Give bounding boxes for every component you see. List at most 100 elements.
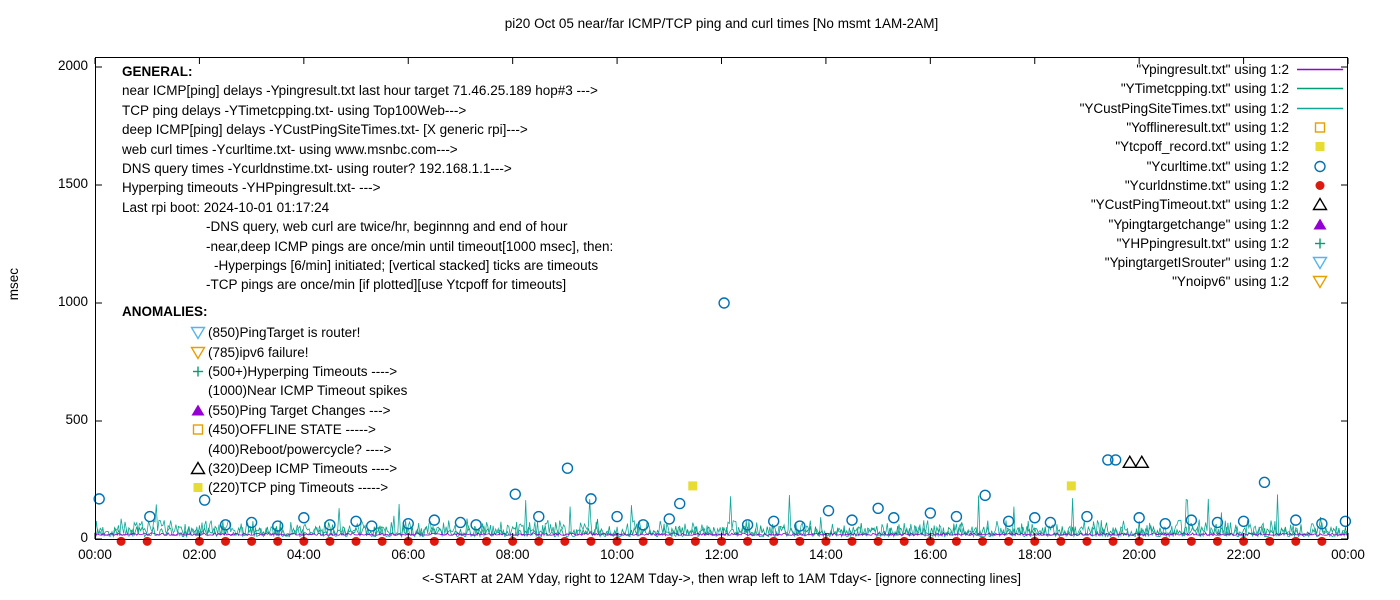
dns-time-point — [847, 536, 857, 546]
general-line: -DNS query, web curl are twice/hr, begin… — [206, 219, 568, 235]
triangle-open-icon — [190, 461, 208, 476]
anomalies-list: (850)PingTarget is router! (785)ipv6 fail… — [190, 323, 407, 498]
curl-time-point — [637, 519, 649, 531]
curl-time-point — [324, 519, 336, 531]
dns-time-point — [664, 536, 674, 546]
tri-down-open-legend-sample — [1295, 255, 1345, 270]
dns-time-point — [247, 536, 257, 546]
ping-target-change-point — [191, 404, 205, 416]
dns-time-point — [560, 536, 570, 546]
plot-canvas — [93, 57, 1352, 546]
anomaly-text: (500+)Hyperping Timeouts ----> — [208, 363, 398, 379]
curl-time-point — [585, 493, 597, 505]
series-YCustPingTimeout.txt — [1122, 454, 1150, 468]
curl-time-point — [219, 519, 232, 531]
line-legend-sample — [1295, 62, 1345, 77]
dns-time-point — [142, 536, 152, 546]
curl-time-point — [272, 520, 284, 532]
curl-time-point — [674, 497, 686, 510]
triangle-filled-icon — [190, 403, 208, 418]
dns-time-point — [951, 536, 961, 546]
general-line: near ICMP[ping] delays -Ypingresult.txt … — [122, 83, 598, 99]
legend-label: "YCustPingTimeout.txt" using 1:2 — [1090, 197, 1289, 213]
dns-time-point — [1265, 536, 1275, 546]
plus-legend-sample — [1295, 236, 1345, 251]
x-tick-label: 22:00 — [1226, 547, 1261, 562]
anomaly-item: (400)Reboot/powercycle? ----> — [190, 439, 407, 458]
legend-label: "Ypingtargetchange" using 1:2 — [1108, 216, 1289, 232]
anomaly-item: (220)TCP ping Timeouts -----> — [190, 478, 407, 497]
curl-time-point — [428, 514, 441, 526]
dns-time-point — [221, 536, 231, 546]
deep-icmp-timeout-point — [1312, 197, 1328, 211]
legend-entry: "Ynoipv6" using 1:2 — [1080, 272, 1345, 291]
y-tick-label: 1000 — [57, 294, 88, 309]
dns-time-point — [638, 536, 648, 546]
curl-time-point — [93, 493, 105, 505]
dns-time-point — [743, 536, 753, 546]
square-open-icon — [190, 422, 208, 437]
anomaly-item: (1000)Near ICMP Timeout spikes — [190, 381, 407, 400]
ping-target-change-point — [1313, 218, 1327, 230]
legend-entry: "YHPpingresult.txt" using 1:2 — [1080, 234, 1345, 253]
curl-time-point — [1290, 514, 1302, 526]
x-axis-label: <-START at 2AM Yday, right to 12AM Tday-… — [422, 571, 1021, 586]
curl-time-point — [1109, 454, 1122, 466]
curl-time-point — [950, 510, 963, 523]
curl-time-point — [1314, 160, 1326, 172]
x-tick-label: 06:00 — [391, 547, 426, 562]
x-tick-label: 00:00 — [1331, 547, 1365, 562]
dns-time-point — [1315, 180, 1325, 190]
deep-icmp-timeout-point — [1134, 454, 1150, 468]
dns-time-point — [1160, 536, 1170, 546]
legend-label: "YHPpingresult.txt" using 1:2 — [1116, 235, 1289, 251]
dns-time-point — [455, 536, 465, 546]
triangle-open-legend-sample — [1295, 197, 1345, 212]
curl-time-point — [533, 510, 545, 523]
tri-down-open-legend-sample — [1295, 274, 1345, 290]
x-tick-label: 02:00 — [182, 547, 217, 562]
general-annotation: GENERAL: near ICMP[ping] delays -Ypingre… — [122, 62, 613, 295]
circle-open-legend-sample — [1295, 159, 1345, 174]
legend-label: "Ycurldnstime.txt" using 1:2 — [1124, 177, 1289, 193]
legend-entry: "Ycurltime.txt" using 1:2 — [1080, 156, 1345, 175]
plot-border — [95, 57, 1348, 540]
series-Ycurltime.txt — [93, 297, 1352, 532]
dns-time-point — [873, 536, 883, 546]
curl-time-point — [1159, 517, 1171, 530]
x-tick-label: 14:00 — [809, 547, 843, 562]
dns-time-point — [899, 536, 909, 546]
offline-point — [1314, 122, 1326, 133]
x-tick-label: 16:00 — [913, 547, 948, 562]
general-line: DNS query times -Ycurldnstime.txt- using… — [122, 161, 512, 177]
inverted-triangle-point — [190, 346, 206, 360]
tri-down-open-icon — [190, 345, 208, 360]
curl-time-point — [794, 520, 806, 532]
anomaly-text: (850)PingTarget is router! — [208, 325, 361, 341]
legend-label: "Ypingresult.txt" using 1:2 — [1136, 62, 1289, 78]
plot-area: GENERAL: near ICMP[ping] delays -Ypingre… — [93, 57, 1352, 546]
curl-time-point — [402, 517, 414, 530]
anomaly-text: (400)Reboot/powercycle? ----> — [208, 441, 392, 457]
legend-entry: "Ypingresult.txt" using 1:2 — [1080, 60, 1345, 79]
x-tick-label: 12:00 — [704, 547, 739, 562]
curl-time-point — [454, 516, 467, 529]
tcp-timeout-point — [193, 483, 203, 493]
circle-filled-legend-sample — [1295, 178, 1345, 193]
curl-time-point — [979, 489, 991, 502]
dns-time-point — [1186, 536, 1196, 546]
anomalies-heading: ANOMALIES: — [122, 304, 208, 319]
y-tick-label: 2000 — [57, 58, 88, 73]
inverted-triangle-point — [1312, 256, 1328, 270]
line-legend-sample — [1295, 101, 1345, 116]
x-tick-label: 00:00 — [78, 547, 112, 562]
curl-time-point — [663, 513, 675, 525]
dns-time-point — [1108, 536, 1118, 546]
square-filled-legend-sample — [1295, 139, 1345, 154]
curl-time-point — [924, 507, 937, 519]
inverted-triangle-point — [190, 326, 206, 341]
curl-time-point — [611, 510, 623, 523]
deep-icmp-timeout-point — [1122, 454, 1138, 468]
general-line: Hyperping timeouts -YHPpingresult.txt- -… — [122, 180, 381, 196]
